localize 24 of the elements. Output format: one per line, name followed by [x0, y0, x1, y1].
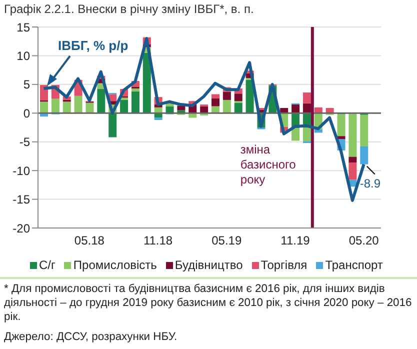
- y-tick-label: -10: [12, 164, 30, 178]
- legend-label: Промисловість: [72, 258, 157, 272]
- x-tick-label: 05.18: [74, 234, 105, 248]
- legend-label: Транспорт: [324, 258, 383, 272]
- legend-label: Будівництво: [174, 258, 243, 272]
- legend-label: Торгівля: [260, 258, 308, 272]
- y-tick-label: -20: [12, 221, 30, 236]
- text: * Для промисловості та будівництва базисним є 2016 рік, для інших видів діяльності – до грудня 2019 року базисним є 2010 рік, з січня 2020 року – 2016 рік.: [4, 282, 413, 324]
- y-tick-label: 5: [23, 78, 30, 92]
- x-tick-label: 05.19: [212, 234, 242, 248]
- y-tick-label: 0: [23, 106, 30, 120]
- annotation: -8.9: [360, 176, 381, 190]
- y-tick-label: -5: [19, 135, 30, 150]
- x-tick-label: 11.18: [143, 234, 173, 248]
- chart-title: Графік 2.2.1. Внески в річну зміну ІВБГ*, в. п.: [4, 2, 254, 16]
- y-tick-label: 10: [16, 48, 30, 63]
- ref-line-label: зміна базисного року: [240, 142, 296, 187]
- text: Джерело: ДССУ, розрахунки НБУ.: [4, 330, 178, 344]
- y-tick-label: 15: [16, 20, 30, 34]
- x-tick-label: 11.19: [280, 234, 310, 248]
- y-tick-label: -15: [12, 192, 30, 207]
- series-label: ІВБГ, % р/р: [58, 38, 128, 53]
- legend-label: С/г: [38, 258, 56, 272]
- x-tick-label: 05.20: [348, 234, 380, 248]
